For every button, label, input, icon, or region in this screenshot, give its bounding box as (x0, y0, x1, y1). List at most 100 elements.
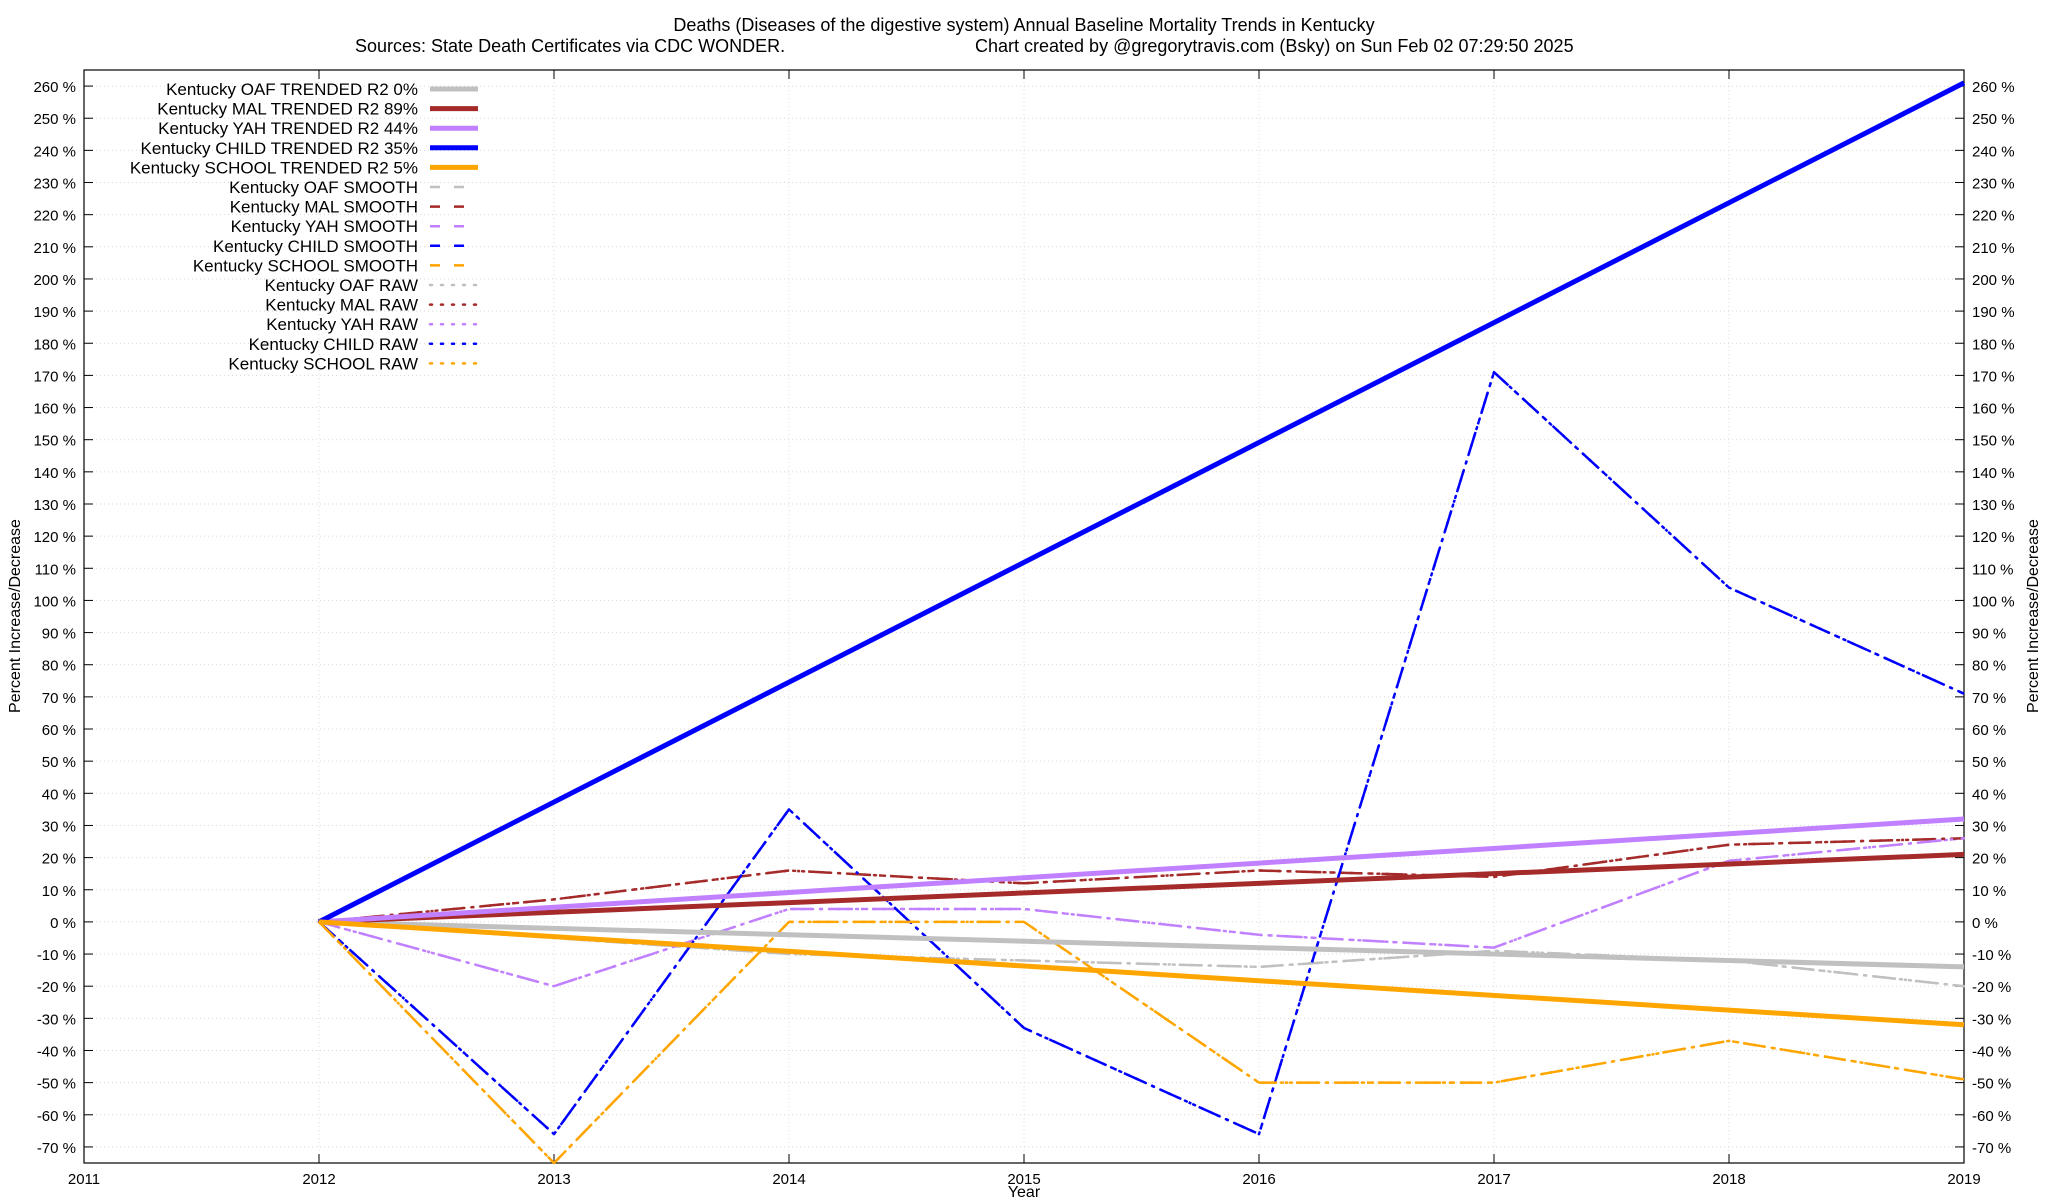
y-tick-label: 120 % (33, 529, 76, 546)
y-tick-label: -10 % (37, 947, 76, 964)
y-tick-label-right: -10 % (1972, 947, 2011, 964)
x-tick-label: 2013 (537, 1171, 570, 1188)
y-tick-label: 160 % (33, 401, 76, 418)
x-tick-label: 2017 (1477, 1171, 1510, 1188)
x-tick-label: 2016 (1242, 1171, 1275, 1188)
y-tick-label-right: 190 % (1972, 304, 2015, 321)
y-tick-label-right: 250 % (1972, 111, 2015, 128)
legend-label: Kentucky CHILD TRENDED R2 35% (141, 139, 418, 158)
y-tick-label: -60 % (37, 1108, 76, 1125)
y-tick-label: -70 % (37, 1140, 76, 1157)
x-tick-label: 2018 (1712, 1171, 1745, 1188)
y-tick-label-right: -40 % (1972, 1043, 2011, 1060)
y-tick-label: -30 % (37, 1011, 76, 1028)
chart-title: Deaths (Diseases of the digestive system… (673, 15, 1374, 35)
y-tick-label-right: -50 % (1972, 1076, 2011, 1093)
series-line (317, 80, 1966, 925)
y-tick-label-right: 70 % (1972, 690, 2006, 707)
x-tick-label: 2012 (302, 1171, 335, 1188)
y-tick-label-right: 240 % (1972, 143, 2015, 160)
series-line (318, 919, 1965, 1028)
y-tick-label: 110 % (35, 561, 76, 578)
y-tick-label: 130 % (33, 497, 76, 514)
series-line (318, 837, 1965, 988)
y-tick-label: 70 % (42, 690, 76, 707)
x-tick-label: 2014 (772, 1171, 805, 1188)
y-tick-label: 60 % (42, 722, 76, 739)
y-tick-label: 230 % (33, 176, 76, 193)
y-tick-label: 0 % (50, 915, 76, 932)
chart-subtitle-right: Chart created by @gregorytravis.com (Bsk… (975, 36, 1574, 56)
chart-subtitle-left: Sources: State Death Certificates via CD… (355, 36, 785, 56)
y-tick-label-right: 80 % (1972, 658, 2006, 675)
y-tick-label: 180 % (33, 336, 76, 353)
legend-label: Kentucky YAH RAW (266, 315, 418, 334)
y-tick-label: 240 % (33, 143, 76, 160)
y-axis-label-right: Percent Increase/Decrease (2025, 519, 2042, 713)
x-axis-label: Year (1008, 1184, 1041, 1200)
y-tick-label-right: 20 % (1972, 851, 2006, 868)
legend-label: Kentucky MAL TRENDED R2 89% (157, 100, 418, 119)
y-tick-label-right: 0 % (1972, 915, 1998, 932)
y-tick-label-right: 170 % (1972, 368, 2015, 385)
series-line (317, 370, 1966, 1136)
y-tick-label-right: 30 % (1972, 818, 2006, 835)
legend-label: Kentucky CHILD RAW (249, 335, 418, 354)
y-tick-label: -40 % (37, 1043, 76, 1060)
y-tick-label-right: 230 % (1972, 176, 2015, 193)
legend-label: Kentucky MAL RAW (265, 296, 418, 315)
series-line (318, 816, 1965, 925)
y-tick-label-right: 100 % (1972, 593, 2015, 610)
y-tick-label-right: 260 % (1972, 79, 2015, 96)
y-tick-label-right: -60 % (1972, 1108, 2011, 1125)
y-tick-label-right: 210 % (1972, 240, 2015, 257)
y-tick-label: 140 % (33, 465, 76, 482)
legend-label: Kentucky SCHOOL SMOOTH (193, 256, 418, 275)
x-tick-label: 2015 (1007, 1171, 1040, 1188)
y-tick-label-right: -70 % (1972, 1140, 2011, 1157)
y-tick-label-right: 40 % (1972, 786, 2006, 803)
y-tick-label: -20 % (37, 979, 76, 996)
y-tick-label-right: 200 % (1972, 272, 2015, 289)
series-line (318, 851, 1965, 925)
legend-label: Kentucky SCHOOL TRENDED R2 5% (130, 158, 418, 177)
y-tick-label: 260 % (33, 79, 76, 96)
y-tick-label-right: 50 % (1972, 754, 2006, 771)
legend-label: Kentucky YAH TRENDED R2 44% (158, 119, 418, 138)
x-tick-label: 2011 (68, 1171, 100, 1188)
y-tick-label: 200 % (33, 272, 76, 289)
y-axis-label-left: Percent Increase/Decrease (7, 519, 24, 713)
y-tick-label-right: 60 % (1972, 722, 2006, 739)
series-line (317, 837, 1966, 924)
y-tick-label: 170 % (33, 368, 76, 385)
y-tick-label-right: 130 % (1972, 497, 2015, 514)
legend-label: Kentucky SCHOOL RAW (228, 354, 418, 373)
y-tick-label-right: 90 % (1972, 626, 2006, 643)
legend: Kentucky OAF TRENDED R2 0%Kentucky MAL T… (130, 80, 480, 373)
axis-ticks: 260 % 260 % 250 % 250 % 240 % 240 % 230 % 230 %… (33, 70, 2015, 1188)
y-tick-label-right: -20 % (1972, 979, 2011, 996)
y-tick-label: 80 % (42, 658, 76, 675)
y-tick-label: 100 % (33, 593, 76, 610)
series-lines (317, 80, 1966, 1165)
series-line (318, 837, 1965, 924)
legend-label: Kentucky OAF SMOOTH (229, 178, 418, 197)
y-tick-label-right: 120 % (1972, 529, 2015, 546)
y-tick-label-right: -30 % (1972, 1011, 2011, 1028)
legend-label: Kentucky CHILD SMOOTH (213, 237, 418, 256)
y-tick-label: 40 % (42, 786, 76, 803)
y-tick-label: 210 % (33, 240, 76, 257)
y-tick-label: 10 % (42, 883, 76, 900)
x-tick-label: 2019 (1947, 1171, 1980, 1188)
y-tick-label: 90 % (42, 626, 76, 643)
legend-label: Kentucky MAL SMOOTH (230, 198, 418, 217)
y-tick-label: 150 % (33, 433, 76, 450)
y-tick-label: 20 % (42, 851, 76, 868)
y-tick-label-right: 220 % (1972, 208, 2015, 225)
legend-label: Kentucky YAH SMOOTH (231, 217, 418, 236)
grid (83, 70, 1965, 1163)
legend-label: Kentucky OAF RAW (265, 276, 418, 295)
y-tick-label-right: 110 % (1972, 561, 2013, 578)
